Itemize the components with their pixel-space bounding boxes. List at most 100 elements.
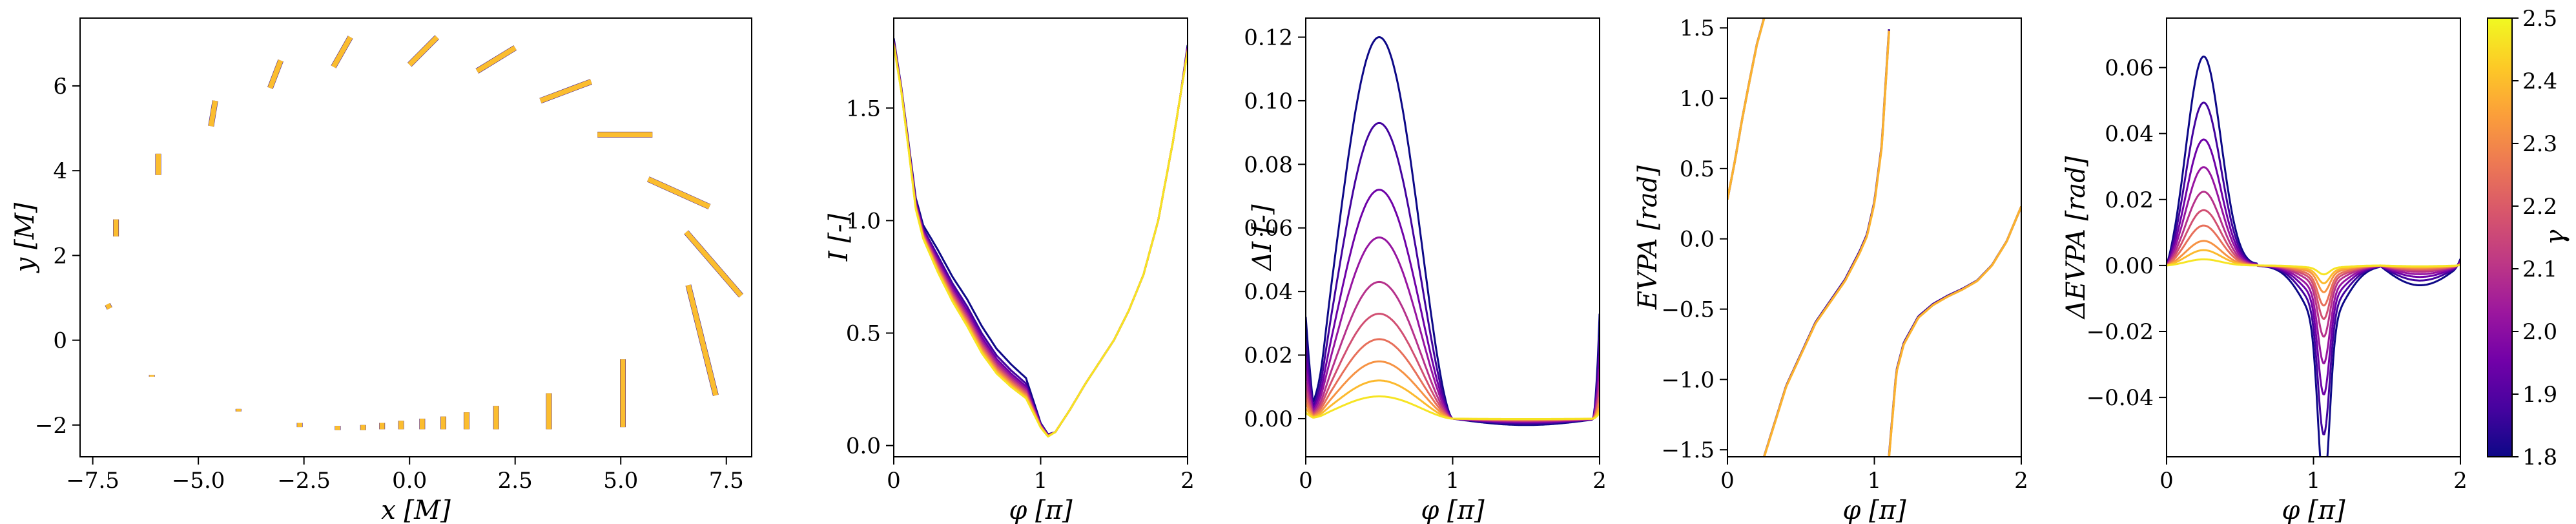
y-tick-label: −0.02 [2087,319,2154,345]
x-axis-label: φ [π] [1842,496,1906,524]
delta-intensity-curve [1306,379,1600,421]
delta-intensity-curve [1306,189,1600,424]
delta-intensity-curve [1306,36,1600,426]
x-tick-label: 2.5 [498,468,533,494]
polarization-segment [407,35,439,67]
polarization-segment [267,59,283,89]
x-tick-label: −5.0 [172,468,225,494]
delta-intensity-curve [1306,280,1600,422]
panel-intensity: 0 1 2 0.0 0.5 1.0 1.5 φ [π] I [-] [824,17,1195,524]
polarization-segment [647,176,711,209]
evpa-curve [1727,18,1766,200]
intensity-curve [894,43,1188,437]
y-tick-label: 6 [53,74,67,100]
x-tick-label: 0 [1299,468,1313,494]
x-tick-label: 0 [887,468,901,494]
colorbar-tick-label: 2.1 [2522,257,2557,282]
x-axis-label: φ [π] [1009,496,1073,524]
plot-area [105,35,744,430]
delta-evpa-curve [2167,224,2460,307]
y-tick-label: 0.02 [2105,187,2154,213]
y-tick-label: 0 [53,328,67,354]
axes-frame [893,17,1188,457]
delta-evpa-curve [2167,209,2460,320]
y-tick-label: 0.06 [2105,56,2154,81]
delta-intensity-curve [1306,313,1600,422]
y-tick-label: −1.5 [1661,437,1715,463]
delta-evpa-curve [2167,191,2460,338]
y-axis-label: ΔI [-] [1248,204,1277,272]
colorbar-tick-label: 2.5 [2522,6,2557,32]
colorbar-tick-label: 2.2 [2522,194,2557,220]
y-tick-label: 1.0 [846,208,881,234]
y-tick-label: 0.0 [1680,227,1715,253]
x-tick-label: −7.5 [66,468,119,494]
y-tick-label: 0.5 [846,320,881,346]
x-tick-label: 2 [1180,468,1195,494]
delta-intensity-curve [1306,338,1600,421]
intensity-curve [894,38,1188,435]
intensity-curve [894,42,1188,437]
delta-evpa-curve [2167,258,2460,276]
x-tick-label: −2.5 [277,468,331,494]
x-tick-label: 2 [2014,468,2028,494]
y-tick-label: −0.5 [1661,297,1715,322]
colorbar: 1.8 1.9 2.0 2.1 2.2 2.3 2.4 2.5 γ [2487,6,2570,470]
y-tick-label: 0.08 [1244,152,1293,178]
intensity-curve [894,39,1188,436]
axes-frame [1305,17,1600,457]
y-tick-label: 0.00 [2105,253,2154,279]
colorbar-tick-label: 2.3 [2522,131,2557,157]
colorbar-tick-label: 1.8 [2522,445,2557,470]
plot-area [1727,18,2021,457]
x-tick-label: 0.0 [392,468,427,494]
x-tick-label: 1 [1868,468,1882,494]
panel-image-plane: −7.5 −5.0 −2.5 0.0 2.5 5.0 7.5 −2 0 2 4 6 x [M] y [M] [10,17,752,524]
plot-area [1306,36,1600,426]
x-tick-label: 0 [1720,468,1735,494]
y-tick-label: 0.10 [1244,89,1293,114]
polarization-segment [539,79,592,103]
y-tick-label: 0.0 [846,434,881,459]
evpa-curve [1888,205,2021,456]
x-tick-label: 2 [1592,468,1607,494]
y-tick-label: 2 [53,243,67,269]
colorbar-label: γ [2540,229,2570,245]
evpa-curve [1888,205,2021,457]
intensity-curve [894,41,1188,437]
y-tick-label: 0.5 [1680,156,1715,182]
axes-frame [79,17,752,457]
colorbar-tick-label: 1.9 [2522,382,2557,408]
y-tick-label: 0.00 [1244,406,1293,432]
x-tick-label: 7.5 [709,468,744,494]
y-tick-label: −2 [35,413,67,439]
evpa-curve [1763,30,1891,457]
y-axis-label: y [M] [10,202,40,273]
y-axis-label: I [-] [824,213,854,262]
axes-frame [1727,17,2022,457]
delta-evpa-curve [2167,138,2460,395]
x-tick-label: 5.0 [603,468,638,494]
x-tick-label: 1 [2307,468,2321,494]
y-tick-label: 0.04 [2105,121,2154,147]
polarization-segment [686,284,719,396]
polarization-segment [331,36,353,68]
x-tick-label: 2 [2453,468,2468,494]
polarization-segment [208,100,218,127]
y-tick-label: 0.12 [1244,25,1293,51]
y-tick-label: 4 [53,158,67,184]
polarization-segment [684,230,743,298]
y-tick-label: 1.5 [1680,16,1715,41]
y-tick-label: 1.0 [1680,86,1715,112]
evpa-curve [1763,29,1891,457]
colorbar-tick-label: 2.0 [2522,319,2557,345]
intensity-curve [894,44,1188,437]
intensity-curve [894,43,1188,437]
intensity-curve [894,44,1188,437]
plot-area [2167,56,2460,457]
y-tick-label: 1.5 [846,96,881,121]
panel-delta-evpa: 0 1 2 −0.04 −0.02 0.00 0.02 0.04 0.06 φ [π] ΔEVPA … [2061,17,2468,524]
panel-delta-intensity: 0 1 2 0.00 0.02 0.04 0.06 0.08 0.10 0.12 φ [π] ΔI [… [1244,17,1607,524]
y-axis-label: ΔEVPA [rad] [2061,156,2091,320]
y-axis-label: EVPA [rad] [1633,165,1663,310]
